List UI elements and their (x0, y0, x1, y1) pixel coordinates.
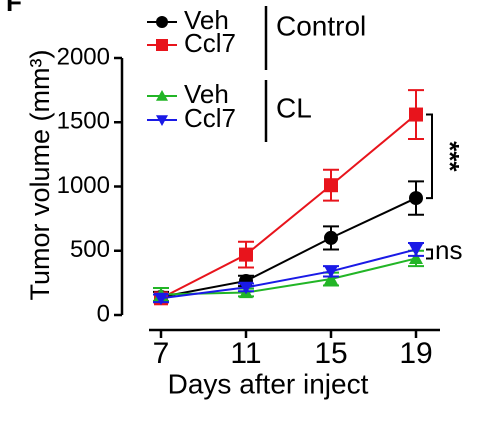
marker (324, 265, 338, 279)
panel-label: F (6, 0, 22, 17)
series-line (160, 113, 417, 300)
legend-group: Control (276, 10, 366, 41)
legend-group: CL (276, 92, 312, 123)
y-tick-label: 2000 (57, 43, 110, 70)
marker (324, 272, 338, 285)
sig-label: *** (435, 141, 465, 172)
marker (156, 115, 168, 126)
series-line (160, 248, 417, 300)
marker (324, 230, 338, 245)
marker (156, 39, 168, 51)
marker (239, 281, 253, 295)
x-axis-label: Days after inject (168, 368, 369, 399)
marker (156, 16, 168, 28)
sig-bracket (426, 113, 433, 200)
legend-label: Veh (184, 79, 229, 109)
y-tick-label: 0 (97, 300, 110, 327)
y-tick-label: 500 (70, 236, 110, 263)
marker (409, 251, 423, 265)
legend-label: Veh (184, 5, 229, 35)
series-line (160, 197, 417, 298)
x-tick-label: 7 (153, 337, 170, 370)
marker (409, 191, 423, 206)
marker (324, 178, 338, 193)
marker (409, 107, 423, 122)
marker (156, 90, 168, 101)
sig-label: ns (435, 235, 462, 265)
marker (239, 247, 253, 262)
marker (154, 292, 168, 306)
legend-label: Ccl7 (184, 28, 236, 58)
x-tick-label: 11 (230, 337, 261, 370)
x-tick-label: 19 (399, 337, 432, 370)
marker (409, 243, 423, 257)
x-tick-label: 15 (314, 337, 347, 370)
legend-label: Ccl7 (184, 103, 236, 133)
sig-bracket (426, 248, 433, 260)
y-tick-label: 1000 (57, 172, 110, 199)
y-tick-label: 1500 (57, 108, 110, 135)
y-axis-label: Tumor volume (mm³) (25, 49, 55, 300)
